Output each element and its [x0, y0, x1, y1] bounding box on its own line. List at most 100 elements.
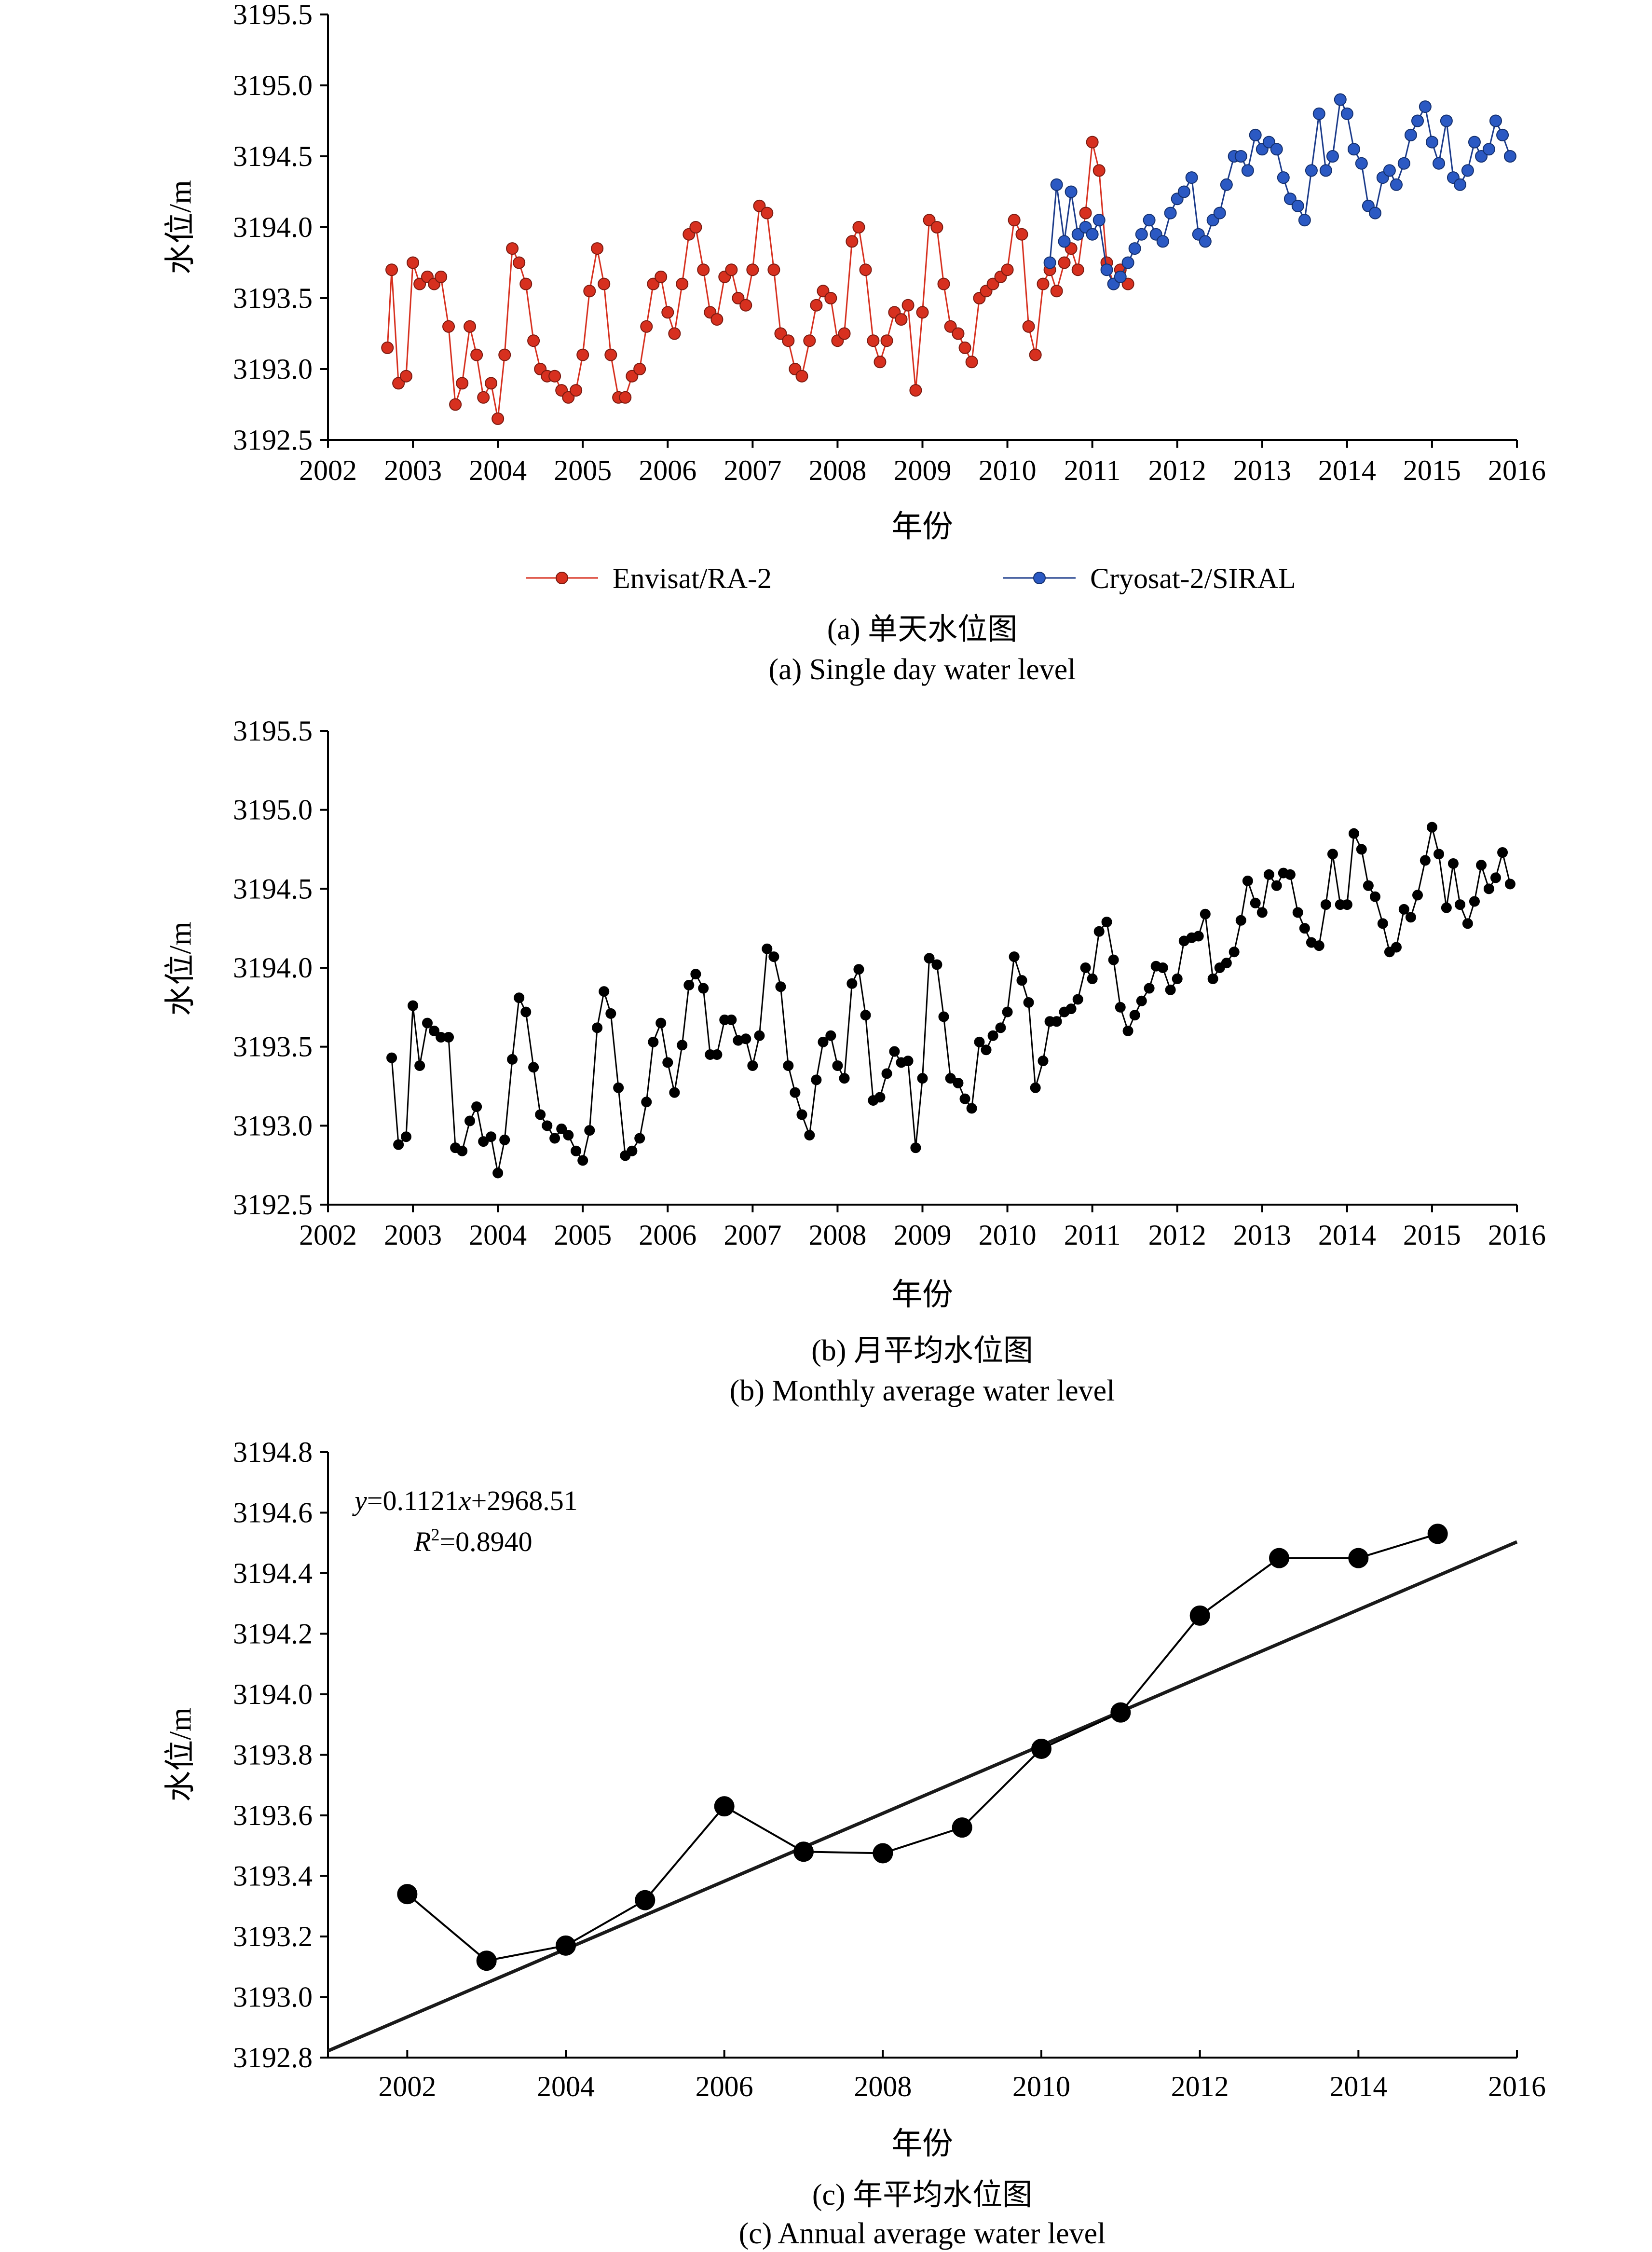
panel-b-data-point: [874, 1092, 886, 1103]
panel-a-data-point: [1482, 143, 1495, 156]
panel-c-data-point: [952, 1817, 972, 1838]
panel-b-data-point: [556, 1123, 567, 1134]
panel-b-data-point: [1434, 849, 1445, 860]
panel-c-x-tick-label: 2014: [1329, 2071, 1387, 2102]
panel-b-data-point: [1136, 995, 1147, 1006]
panel-b-data-point: [1009, 951, 1020, 962]
panel-b-data-point: [1250, 897, 1261, 908]
panel-b-data-point: [1299, 923, 1310, 934]
panel-a-data-point: [901, 299, 915, 312]
panel-a-data-point: [867, 334, 880, 347]
panel-b-data-point: [1087, 973, 1098, 984]
panel-a-data-point: [1164, 206, 1177, 220]
panel-a-data-point: [817, 285, 830, 298]
panel-b-x-tick-label: 2012: [1148, 1219, 1206, 1251]
panel-b-data-point: [641, 1097, 652, 1108]
panel-b-data-point: [1093, 926, 1105, 937]
panel-b-data-point: [1221, 958, 1232, 969]
panel-c-x-tick-label: 2004: [537, 2071, 595, 2102]
panel-a-data-point: [930, 221, 943, 233]
panel-a-data-point: [803, 334, 816, 347]
panel-b-data-point: [414, 1060, 425, 1071]
panel-a-x-tick-label: 2013: [1233, 454, 1291, 486]
panel-b-data-point: [853, 964, 864, 975]
panel-a-data-point: [661, 306, 674, 319]
panel-b-data-point: [931, 959, 942, 970]
panel-c-x-tick-label: 2012: [1171, 2071, 1229, 2102]
panel-a-data-point: [591, 242, 604, 255]
panel-a-y-tick-label: 3192.5: [233, 424, 313, 456]
panel-b-data-point: [1405, 912, 1416, 923]
panel-b-data-point: [655, 1017, 667, 1029]
panel-a-data-point: [1220, 178, 1233, 191]
panel-a-data-point: [1086, 136, 1099, 149]
panel-b-data-point: [1038, 1056, 1049, 1067]
panel-b-data-point: [592, 1022, 603, 1033]
panel-b-data-point: [1341, 899, 1352, 910]
panel-a-data-point: [1411, 114, 1424, 127]
panel-c-caption-en: (c) Annual average water level: [739, 2217, 1106, 2250]
panel-a-data-point: [477, 391, 490, 404]
panel-b-data-point: [478, 1136, 489, 1147]
panel-a-data-point: [1340, 107, 1353, 120]
panel-b-data-point: [1157, 962, 1168, 973]
panel-a-data-point: [1156, 235, 1169, 248]
panel-a-data-point: [958, 341, 971, 354]
panel-b-data-point: [1065, 1003, 1077, 1015]
panel-a-data-point: [1503, 150, 1516, 163]
panel-b-data-point: [917, 1073, 928, 1084]
panel-b-data-point: [1363, 880, 1374, 891]
panel-a-data-point: [824, 292, 837, 304]
panel-a-data-point: [1043, 256, 1056, 269]
panel-b-data-point: [1108, 954, 1119, 965]
panel-b-data-point: [690, 969, 701, 980]
panel-b-data-point: [422, 1017, 433, 1029]
panel-a-x-tick-label: 2007: [724, 454, 781, 486]
panel-c-x-title: 年份: [891, 2127, 953, 2161]
panel-c-y-tick-label: 3192.8: [233, 2042, 313, 2073]
panel-a-data-point: [1029, 348, 1042, 361]
panel-a-data-point: [732, 292, 745, 304]
panel-a-x-tick-label: 2012: [1148, 454, 1206, 486]
panel-c-y-tick-label: 3193.4: [233, 1860, 313, 1892]
panel-a-data-point: [570, 384, 583, 397]
panel-a-y-tick-label: 3194.5: [233, 140, 313, 172]
panel-a-data-point: [1008, 214, 1021, 227]
panel-b-data-point: [698, 983, 709, 994]
panel-c-data-point: [1031, 1738, 1051, 1759]
panel-a-data-point: [1355, 157, 1368, 170]
panel-b-data-point: [1072, 994, 1083, 1005]
panel-b-data-point: [966, 1103, 977, 1114]
panel-a-data-point: [986, 277, 999, 290]
panel-b-x-tick-label: 2002: [299, 1219, 357, 1251]
panel-a-data-point: [1312, 107, 1325, 120]
panel-b-data-point: [627, 1145, 638, 1156]
panel-a-data-point: [1058, 235, 1071, 248]
panel-c-y-tick-label: 3194.8: [233, 1436, 313, 1468]
panel-b-data-point: [1497, 847, 1508, 858]
panel-b-data-point: [711, 1049, 723, 1060]
panel-b-data-point: [762, 943, 773, 954]
panel-c-y-tick-label: 3193.6: [233, 1799, 313, 1831]
panel-b-data-point: [1200, 908, 1211, 920]
panel-a-data-point: [1461, 164, 1474, 177]
panel-a-data-point: [782, 334, 795, 347]
panel-a-data-point: [413, 277, 426, 290]
panel-b-data-point: [1369, 891, 1380, 902]
panel-b-data-point: [910, 1142, 921, 1153]
panel-a-data-point: [1079, 206, 1092, 220]
panel-b-data-point: [571, 1145, 582, 1156]
panel-b-x-tick-label: 2007: [724, 1219, 781, 1251]
panel-a-data-point: [485, 377, 498, 390]
panel-a-x-tick-label: 2011: [1064, 454, 1121, 486]
panel-c-y-tick-label: 3194.2: [233, 1618, 313, 1650]
panel-b-data-point: [881, 1068, 892, 1079]
panel-b-series-line-0: [391, 826, 1511, 1174]
panel-a-x-tick-label: 2009: [894, 454, 952, 486]
panel-b-data-point: [563, 1129, 574, 1140]
panel-a-data-point: [859, 263, 872, 276]
panel-a-data-point: [1199, 235, 1212, 248]
panel-a-data-point: [676, 277, 689, 290]
panel-a-data-point: [774, 327, 787, 340]
panel-b-data-point: [1483, 883, 1494, 894]
